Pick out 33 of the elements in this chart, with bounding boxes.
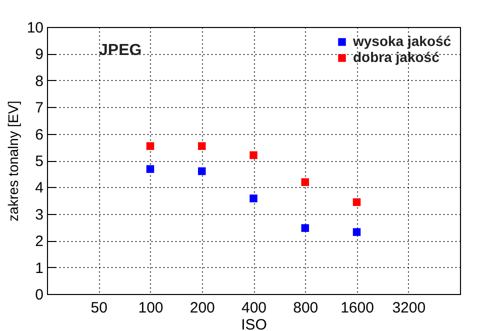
x-tick-label: 800: [293, 300, 318, 316]
x-tick-label: 200: [190, 300, 215, 316]
legend-label: wysoka jakość: [352, 33, 452, 49]
x-tick-label: 3200: [392, 300, 426, 316]
y-tick-label: 8: [35, 72, 44, 90]
y-tick-label: 9: [35, 46, 44, 64]
x-tick-label: 400: [241, 300, 267, 316]
y-tick-label: 1: [35, 260, 44, 277]
y-tick-label: 10: [26, 20, 44, 36]
point: [250, 194, 258, 202]
y-tick-label: 3: [35, 206, 44, 224]
point: [352, 228, 361, 236]
annotation: JPEG: [99, 42, 142, 59]
point: [301, 224, 309, 232]
legend-label: dobra jakość: [353, 49, 440, 65]
point: [146, 142, 154, 150]
point: [352, 198, 361, 206]
point: [198, 167, 206, 176]
point: [250, 151, 258, 160]
y-tick-label: 2: [35, 233, 44, 250]
x-tick-label: 1600: [340, 300, 374, 316]
point: [146, 165, 154, 173]
y-tick-label: 7: [35, 100, 44, 117]
y-tick-label: 5: [35, 153, 44, 170]
point: [198, 142, 206, 150]
y-tick-label: 0: [35, 286, 44, 304]
y-tick-label: 6: [35, 126, 44, 144]
x-tick-label: 50: [90, 300, 108, 316]
x-tick-label: 100: [138, 300, 164, 316]
x-axis-title: ISO: [241, 316, 267, 331]
y-tick-label: 4: [35, 180, 44, 197]
y-axis-title: zakres tonalny [EV]: [4, 100, 21, 222]
point: [301, 178, 309, 186]
